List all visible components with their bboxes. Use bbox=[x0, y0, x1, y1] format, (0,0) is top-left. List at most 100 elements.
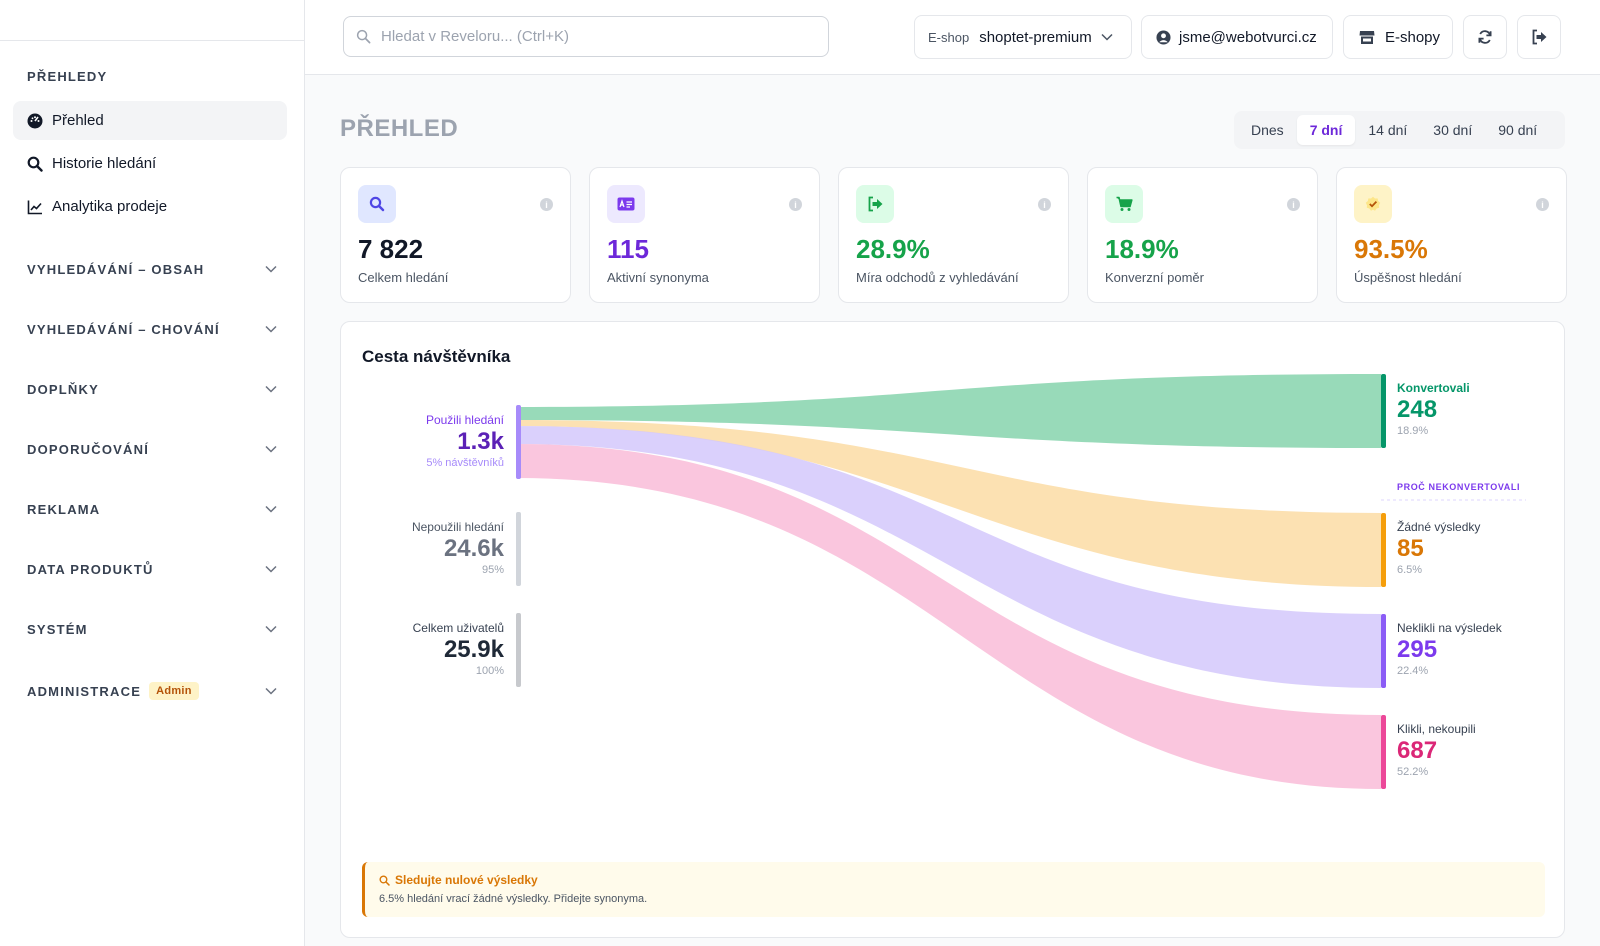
stat-icon-box bbox=[358, 185, 396, 223]
chevron-down-icon bbox=[265, 445, 277, 453]
sidebar-group-label: ADMINISTRACE bbox=[27, 683, 142, 699]
sidebar-header bbox=[0, 0, 304, 41]
search-box[interactable] bbox=[343, 16, 829, 57]
stat-icon-box bbox=[856, 185, 894, 223]
range-option-30-dni[interactable]: 30 dní bbox=[1433, 122, 1473, 138]
node-bar-klikli-nekoupili bbox=[1381, 715, 1386, 789]
stat-card-search-success: i 93.5% Úspěšnost hledání bbox=[1336, 167, 1567, 303]
sidebar-group-label: VYHLEDÁVÁNÍ – OBSAH bbox=[27, 261, 205, 277]
eshop-select-prefix: E-shop bbox=[928, 29, 970, 45]
refresh-button[interactable] bbox=[1463, 15, 1507, 59]
flow-klikli-nekoupili bbox=[517, 444, 1381, 789]
sidebar-group-label: VYHLEDÁVÁNÍ – CHOVÁNÍ bbox=[27, 321, 220, 337]
node-sub: 5% návštěvníků bbox=[426, 457, 504, 469]
node-label: Nepoužili hledání bbox=[411, 520, 504, 534]
stat-label: Konverzní poměr bbox=[1105, 270, 1204, 285]
stat-icon-box bbox=[607, 185, 645, 223]
chevron-down-icon bbox=[265, 265, 277, 273]
node-value: 85 bbox=[1397, 535, 1424, 562]
search-icon bbox=[27, 156, 43, 172]
zero-results-tip: Sledujte nulové výsledky 6.5% hledání vr… bbox=[362, 862, 1545, 917]
exit-icon bbox=[868, 196, 882, 212]
eshop-select-value: shoptet-premium bbox=[979, 28, 1092, 46]
stat-value: 115 bbox=[607, 234, 649, 264]
info-icon[interactable]: i bbox=[1536, 198, 1549, 211]
node-bar-neklikli bbox=[1381, 614, 1386, 688]
node-value: 295 bbox=[1397, 636, 1438, 663]
sidebar-item-prehled[interactable]: Přehled bbox=[13, 101, 287, 140]
stat-label: Míra odchodů z vyhledávání bbox=[856, 270, 1019, 285]
info-icon[interactable]: i bbox=[540, 198, 553, 211]
stat-icon-box bbox=[1105, 185, 1143, 223]
flow-zadne-vysledky bbox=[517, 420, 1381, 587]
page-title: PŘEHLED bbox=[340, 115, 459, 142]
node-percent: 18.9% bbox=[1397, 425, 1429, 437]
sidebar-item-historie-hledani[interactable]: Historie hledání bbox=[13, 144, 287, 183]
range-option-dnes[interactable]: Dnes bbox=[1251, 122, 1284, 138]
sidebar-item-label: Přehled bbox=[52, 112, 104, 129]
tip-text: 6.5% hledání vrací žádné výsledky. Přide… bbox=[379, 893, 648, 905]
info-icon[interactable]: i bbox=[1287, 198, 1300, 211]
stat-label: Úspěšnost hledání bbox=[1354, 270, 1462, 285]
logout-button[interactable] bbox=[1517, 15, 1561, 59]
sidebar-item-analytika-prodeje[interactable]: Analytika prodeje bbox=[13, 187, 287, 226]
sidebar-group-doporucovani[interactable]: DOPORUČOVÁNÍ bbox=[27, 437, 277, 461]
date-range-selector: Dnes 7 dní 14 dní 30 dní 90 dní bbox=[1234, 111, 1565, 149]
visitor-journey-panel: Cesta návštěvníka Použili hledání 1.3k 5… bbox=[340, 321, 1565, 938]
tip-title-row: Sledujte nulové výsledky bbox=[379, 873, 1531, 887]
node-percent: 6.5% bbox=[1397, 564, 1423, 576]
node-label: Neklikli na výsledek bbox=[1397, 621, 1502, 635]
node-sub: 95% bbox=[481, 564, 504, 576]
node-value: 1.3k bbox=[457, 428, 504, 455]
chevron-down-icon bbox=[265, 385, 277, 393]
node-celkem-uzivatelu: Celkem uživatelů 25.9k 100% bbox=[354, 621, 504, 677]
stat-card-active-synonyms: i 115 Aktivní synonyma bbox=[589, 167, 820, 303]
node-klikli-nekoupili: Klikli, nekoupili 687 52.2% bbox=[1397, 722, 1476, 778]
range-option-7-dni[interactable]: 7 dní bbox=[1296, 115, 1356, 145]
node-label: Použili hledání bbox=[425, 413, 504, 427]
flow-konvertovali bbox=[517, 374, 1381, 448]
topbar: E-shop shoptet-premium jsme@webotvurci.c… bbox=[305, 0, 1600, 75]
tip-title: Sledujte nulové výsledky bbox=[395, 873, 538, 887]
node-konvertovali: Konvertovali 248 18.9% bbox=[1397, 381, 1470, 437]
node-bar-konvertovali bbox=[1381, 374, 1386, 448]
sidebar-item-label: Historie hledání bbox=[52, 155, 157, 172]
chevron-down-icon bbox=[1101, 33, 1113, 41]
node-value: 25.9k bbox=[443, 636, 504, 663]
node-sub: 100% bbox=[475, 665, 504, 677]
journey-title: Cesta návštěvníka bbox=[362, 347, 511, 366]
sidebar-group-system[interactable]: SYSTÉM bbox=[27, 617, 277, 641]
user-account-button[interactable]: jsme@webotvurci.cz bbox=[1141, 15, 1333, 59]
dashboard-icon bbox=[27, 113, 43, 129]
stat-label: Celkem hledání bbox=[358, 270, 449, 285]
sidebar-group-vyhledavani-chovani[interactable]: VYHLEDÁVÁNÍ – CHOVÁNÍ bbox=[27, 317, 277, 341]
refresh-icon bbox=[1478, 30, 1492, 44]
chevron-down-icon bbox=[265, 565, 277, 573]
range-option-90-dni[interactable]: 90 dní bbox=[1498, 122, 1538, 138]
sidebar-group-reklama[interactable]: REKLAMA bbox=[27, 497, 277, 521]
check-badge-icon bbox=[1365, 196, 1381, 211]
range-option-14-dni[interactable]: 14 dní bbox=[1368, 122, 1408, 138]
sidebar-group-administrace[interactable]: ADMINISTRACE Admin bbox=[27, 679, 277, 703]
stat-label: Aktivní synonyma bbox=[607, 270, 709, 285]
search-icon bbox=[379, 874, 390, 886]
stat-icon-box bbox=[1354, 185, 1392, 223]
stat-card-conversion-rate: i 18.9% Konverzní poměr bbox=[1087, 167, 1318, 303]
why-not-converted-label: PROČ NEKONVERTOVALI bbox=[1397, 482, 1521, 492]
node-percent: 52.2% bbox=[1397, 766, 1429, 778]
synonym-card-icon bbox=[617, 197, 635, 211]
eshops-label: E-shopy bbox=[1385, 28, 1441, 46]
search-input[interactable] bbox=[381, 28, 801, 45]
sidebar-group-vyhledavani-obsah[interactable]: VYHLEDÁVÁNÍ – OBSAH bbox=[27, 257, 277, 281]
info-icon[interactable]: i bbox=[1038, 198, 1051, 211]
sidebar-item-label: Analytika prodeje bbox=[52, 198, 168, 215]
node-zadne-vysledky: Žádné výsledky 85 6.5% bbox=[1397, 520, 1480, 576]
eshops-button[interactable]: E-shopy bbox=[1343, 15, 1453, 59]
store-icon bbox=[1359, 30, 1375, 44]
info-icon[interactable]: i bbox=[789, 198, 802, 211]
sidebar-group-doplnky[interactable]: DOPLŇKY bbox=[27, 377, 277, 401]
node-pouzili-hledani: Použili hledání 1.3k 5% návštěvníků bbox=[354, 413, 504, 469]
sidebar-group-data-produktu[interactable]: DATA PRODUKTŮ bbox=[27, 557, 277, 581]
eshop-select[interactable]: E-shop shoptet-premium bbox=[914, 15, 1132, 59]
stat-value: 7 822 bbox=[358, 234, 424, 264]
